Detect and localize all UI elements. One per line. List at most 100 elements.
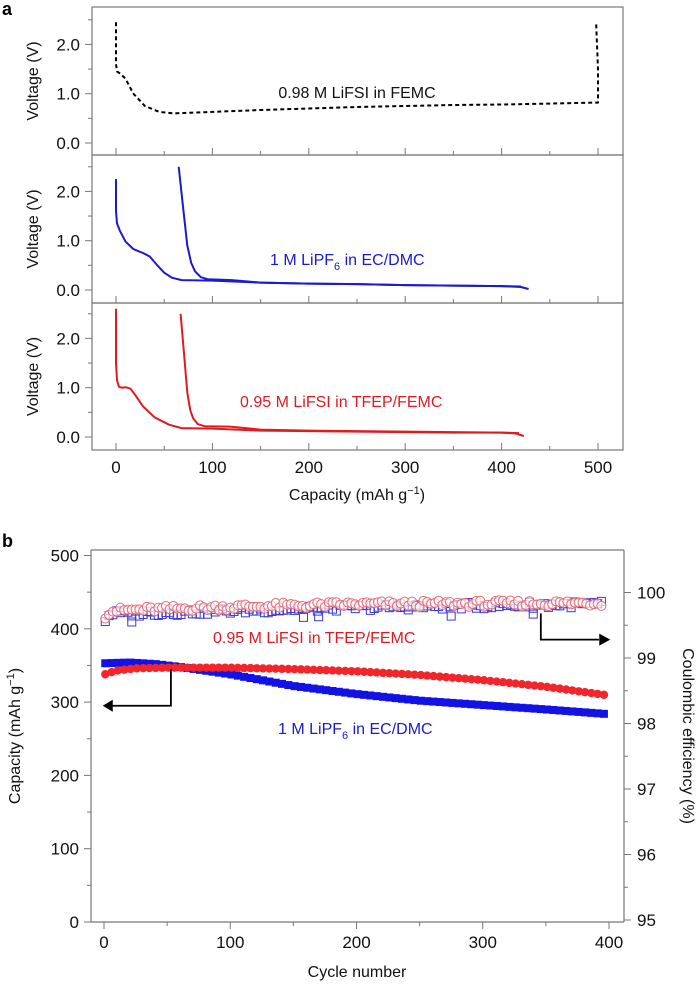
data-point <box>587 708 596 717</box>
data-point <box>416 670 426 680</box>
y-tick-label-left: 500 <box>51 547 79 566</box>
annotation-lipf6-b: 1 M LiPF6 in EC/DMC <box>278 721 433 742</box>
data-point <box>561 685 571 694</box>
data-point <box>347 666 356 676</box>
data-point <box>530 681 539 690</box>
data-point <box>296 682 305 691</box>
x-tick-label: 200 <box>295 458 323 477</box>
data-point <box>303 665 312 674</box>
data-point <box>562 706 571 715</box>
data-point <box>574 687 583 696</box>
x-tick-label: 400 <box>487 458 515 477</box>
x-tick-label: 400 <box>595 933 623 952</box>
data-point <box>233 663 243 673</box>
data-point <box>454 673 463 683</box>
data-point <box>101 670 110 679</box>
annotation-tfep-b: 0.95 M LiFSI in TFEP/FEMC <box>213 630 415 647</box>
data-point <box>271 664 280 673</box>
series-0-95-m-lifsi-in-tfep-femc-capacity <box>101 663 609 699</box>
data-point <box>486 676 495 686</box>
data-point-outlier <box>528 609 538 619</box>
data-point <box>208 663 217 672</box>
y-tick-label-left: 100 <box>51 840 79 859</box>
data-point <box>473 700 482 709</box>
y-tick-label-left: 400 <box>51 620 79 639</box>
y-tick-label-right: 100 <box>637 584 665 603</box>
data-point <box>511 703 520 712</box>
data-point <box>138 664 148 673</box>
data-point <box>397 694 406 703</box>
data-point-outlier <box>298 612 308 622</box>
data-point <box>240 672 249 681</box>
left-axis-arrow-line <box>107 669 172 707</box>
data-point <box>334 687 343 696</box>
data-point <box>599 709 608 718</box>
panel-label-a: a <box>2 0 13 19</box>
data-point <box>372 668 381 677</box>
data-point <box>517 680 527 689</box>
data-point <box>353 667 362 676</box>
data-point <box>441 672 451 682</box>
data-point <box>536 681 546 691</box>
data-point <box>448 698 457 707</box>
data-point <box>524 680 533 690</box>
data-point-outlier <box>446 611 456 621</box>
data-point <box>410 670 419 679</box>
data-point <box>448 673 457 682</box>
data-point <box>423 697 432 706</box>
data-point <box>404 695 413 704</box>
data-point <box>278 679 287 688</box>
y-axis-title-right: Coulombic efficiency (%) <box>679 648 696 824</box>
data-point <box>126 658 135 667</box>
x-tick-label: 0 <box>111 458 120 477</box>
data-point <box>120 665 129 674</box>
data-point <box>423 671 432 680</box>
data-point <box>183 663 192 672</box>
data-point <box>467 700 476 709</box>
data-point <box>139 659 148 668</box>
data-point <box>542 682 552 692</box>
y-tick-label: 2.0 <box>56 329 80 348</box>
data-point-outlier <box>127 617 137 627</box>
data-point <box>467 674 476 684</box>
subplot-frame <box>91 302 624 451</box>
data-point <box>366 691 375 700</box>
data-point <box>145 663 154 673</box>
data-point <box>284 681 293 690</box>
data-point <box>391 694 400 703</box>
data-point <box>107 659 116 668</box>
data-point <box>290 664 299 674</box>
voltage-curve-charge <box>179 313 520 435</box>
y-tick-label-right: 95 <box>637 911 656 930</box>
data-point <box>347 689 356 698</box>
y-axis-title-left: Capacity (mAh g−1) <box>5 668 24 804</box>
panel-a-subplot-1: 0.0 1.0 2.0 Voltage (V) 0.98 M LiFSI in FEMC <box>25 6 624 156</box>
data-point <box>290 682 299 691</box>
data-point <box>517 703 526 712</box>
data-point <box>385 693 394 702</box>
data-point <box>328 666 337 675</box>
data-point <box>322 686 331 695</box>
data-point <box>170 663 179 672</box>
data-point <box>126 664 135 674</box>
data-point <box>596 600 607 611</box>
x-tick-label: 100 <box>216 933 244 952</box>
data-point <box>372 692 381 701</box>
data-point <box>543 705 552 714</box>
y-axis-title: Voltage (V) <box>25 41 42 120</box>
y-tick-label-right: 97 <box>637 780 656 799</box>
data-point-outlier <box>314 612 324 622</box>
series-1-m-lipf6-in-ec-dmc-capacity <box>101 658 608 718</box>
data-point <box>359 667 369 676</box>
data-point <box>189 663 198 672</box>
y-tick-label: 1.0 <box>56 379 80 398</box>
y-tick-label: 0.0 <box>56 134 80 153</box>
data-point <box>404 670 413 679</box>
data-point <box>176 663 186 672</box>
data-point <box>265 664 274 673</box>
y-tick-label: 1.0 <box>56 232 80 251</box>
y-tick-label: 2.0 <box>56 182 80 201</box>
data-point <box>259 676 268 685</box>
data-point <box>524 704 533 713</box>
data-point <box>309 665 318 675</box>
